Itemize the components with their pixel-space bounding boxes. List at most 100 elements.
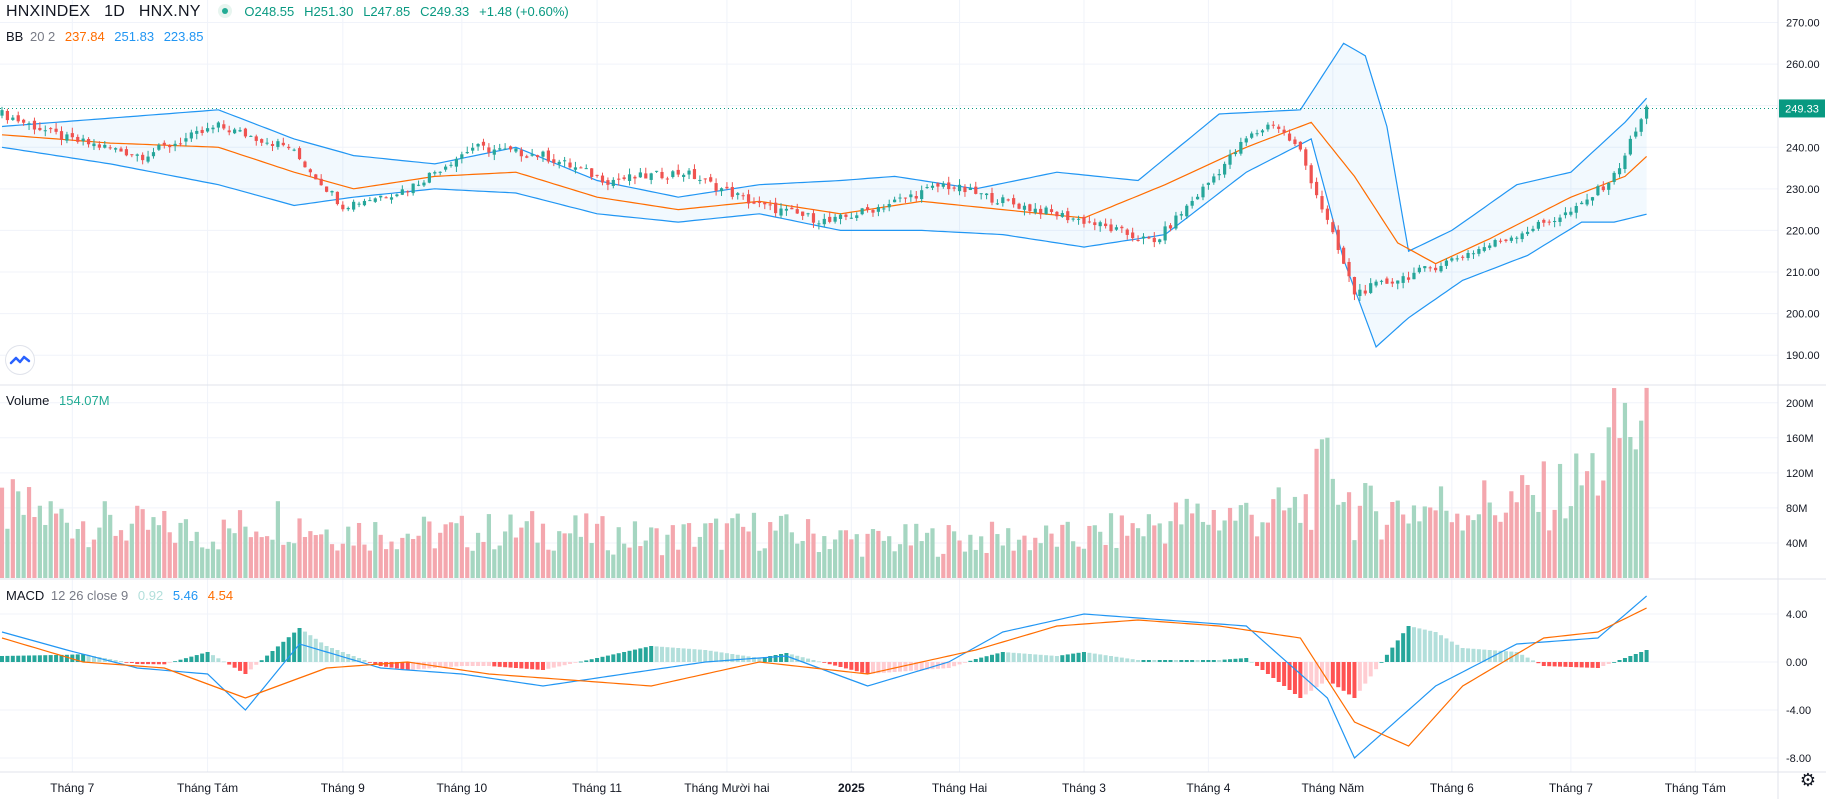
macd-histogram-bar: [984, 656, 989, 662]
exchange-label: HNX.NY: [138, 3, 201, 20]
open-value: 248.55: [254, 4, 295, 19]
macd-histogram-bar: [48, 655, 53, 662]
macd-histogram-bar: [91, 656, 96, 662]
candle: [1455, 258, 1459, 260]
time-axis-label: Tháng Năm: [1301, 781, 1364, 795]
volume-bar: [1406, 523, 1411, 578]
candle: [498, 148, 502, 150]
candle: [1363, 290, 1367, 294]
candle: [92, 143, 96, 147]
macd-histogram-bar: [519, 662, 524, 669]
macd-histogram-bar: [605, 655, 610, 662]
volume-bar: [1190, 513, 1195, 578]
candle: [514, 148, 518, 152]
macd-histogram-bar: [32, 655, 37, 662]
macd-histogram-bar: [1536, 662, 1541, 664]
volume-bar: [1460, 530, 1465, 578]
candle: [920, 190, 924, 200]
bb-basis-line: [1, 121, 1648, 265]
macd-histogram-bar: [1152, 660, 1157, 662]
candle: [1553, 221, 1557, 223]
macd-histogram-bar: [281, 641, 286, 662]
macd-histogram-bar: [357, 658, 362, 662]
candle: [1396, 280, 1400, 284]
volume-bar: [308, 531, 313, 578]
volume-bar: [1384, 524, 1390, 578]
macd-histogram-bar: [270, 651, 275, 662]
macd-histogram-bar: [1622, 658, 1627, 662]
macd-histogram-bar: [1417, 628, 1422, 662]
volume-bar: [1574, 453, 1579, 578]
candle: [260, 139, 264, 143]
symbol-name[interactable]: HNXINDEX: [6, 3, 91, 20]
candle: [200, 129, 204, 133]
macd-histogram-bar: [394, 662, 399, 669]
candle: [736, 193, 740, 196]
volume-bar: [221, 519, 226, 578]
candle: [1147, 237, 1151, 239]
macd-histogram-bar: [903, 662, 908, 672]
macd-histogram-bar: [941, 662, 946, 669]
candle: [1412, 272, 1416, 280]
volume-bar: [1352, 540, 1357, 578]
macd-histogram-bar: [1092, 653, 1097, 662]
high-label: H: [304, 4, 314, 19]
candle: [1531, 228, 1535, 231]
macd-histogram-bar: [1590, 662, 1595, 668]
macd-histogram-bar: [1136, 660, 1141, 662]
candle: [1104, 223, 1108, 227]
volume-bar: [1092, 525, 1097, 578]
macd-histogram-bar: [205, 652, 210, 662]
volume-bar: [427, 521, 432, 578]
volume-bar: [275, 501, 281, 578]
macd-histogram-bar: [643, 647, 648, 662]
volume-bar: [129, 523, 134, 578]
macd-histogram-bar: [1493, 650, 1498, 662]
volume-bar: [389, 541, 394, 578]
candle: [941, 183, 945, 187]
macd-histogram-bar: [860, 662, 865, 673]
candle: [849, 217, 853, 219]
volume-legend[interactable]: Volume 154.07M: [6, 393, 110, 408]
macd-histogram-bar: [1125, 658, 1130, 662]
volume-bar: [1173, 502, 1179, 578]
time-axis-label: Tháng 4: [1186, 781, 1230, 795]
tradingview-logo-icon[interactable]: [6, 346, 34, 374]
volume-bar: [1606, 427, 1611, 578]
candle: [893, 199, 897, 203]
volume-bar: [459, 515, 464, 578]
volume-bar: [335, 550, 340, 578]
macd-histogram-bar: [692, 649, 697, 662]
bb-legend[interactable]: BB 20 2 237.84 251.83 223.85: [6, 29, 203, 44]
candle: [530, 154, 534, 156]
macd-histogram-bar: [1049, 655, 1054, 662]
volume-bar: [319, 534, 324, 578]
macd-histogram-bar: [1071, 653, 1076, 662]
volume-bar: [957, 540, 962, 578]
macd-histogram-bar: [957, 662, 962, 665]
volume-bar: [1195, 503, 1200, 578]
macd-histogram-bar: [665, 647, 670, 662]
macd-histogram-bar: [990, 654, 994, 662]
macd-histogram-bar: [1000, 652, 1005, 662]
volume-bar: [508, 514, 513, 578]
volume-bar: [649, 527, 654, 578]
macd-legend[interactable]: MACD 12 26 close 9 0.92 5.46 4.54: [6, 588, 233, 603]
candle: [238, 130, 242, 132]
time-axis-label: Tháng 3: [1062, 781, 1106, 795]
candle: [81, 138, 85, 142]
volume-bar: [1309, 529, 1314, 578]
macd-histogram-bar: [308, 635, 313, 662]
volume-bar: [32, 517, 37, 578]
volume-bar: [227, 528, 232, 578]
volume-bar: [302, 536, 308, 578]
macd-histogram-bar: [1206, 660, 1211, 662]
gear-icon[interactable]: ⚙: [1799, 770, 1816, 790]
macd-histogram-bar: [1065, 654, 1070, 662]
candle: [871, 209, 875, 213]
volume-bar: [962, 551, 968, 578]
interval-label[interactable]: 1D: [104, 3, 126, 20]
volume-bar: [946, 525, 951, 578]
macd-name: MACD: [6, 588, 45, 603]
